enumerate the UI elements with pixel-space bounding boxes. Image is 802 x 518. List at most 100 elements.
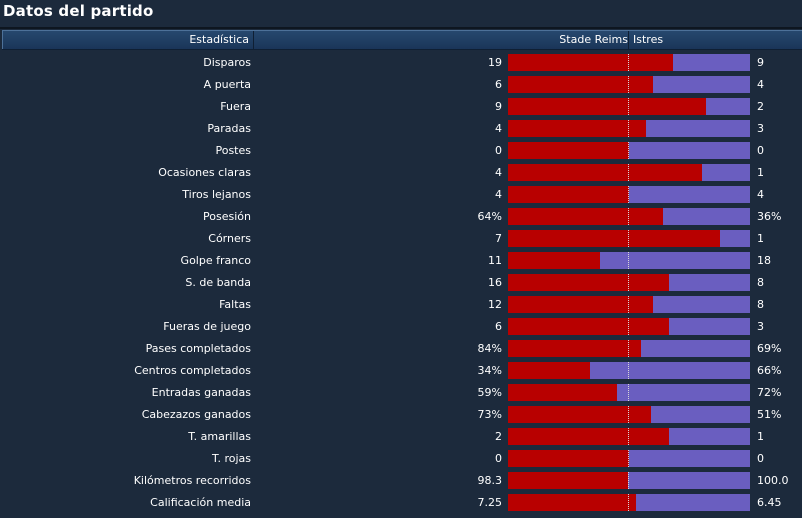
- away-team-header[interactable]: Istres: [633, 33, 664, 46]
- away-value: 6.45: [757, 496, 782, 509]
- stat-label: Faltas: [219, 298, 251, 311]
- home-share-fill: [508, 450, 629, 467]
- away-value: 8: [757, 298, 764, 311]
- bar-midline: [628, 362, 629, 379]
- bar-midline: [628, 230, 629, 247]
- comparison-bar: [508, 362, 750, 379]
- bar-midline: [628, 494, 629, 511]
- stat-row: Kilómetros recorridos 98.3 100.0: [0, 470, 802, 492]
- stat-row: Fueras de juego 6 3: [0, 316, 802, 338]
- stat-row: T. rojas 0 0: [0, 448, 802, 470]
- comparison-bar: [508, 494, 750, 511]
- away-value: 1: [757, 430, 764, 443]
- bar-midline: [628, 340, 629, 357]
- away-value: 0: [757, 144, 764, 157]
- home-value: 4: [495, 188, 502, 201]
- home-share-fill: [508, 120, 646, 137]
- stat-label: Disparos: [203, 56, 251, 69]
- stat-label: A puerta: [203, 78, 251, 91]
- stat-label: Fuera: [220, 100, 251, 113]
- home-value: 7: [495, 232, 502, 245]
- stat-label: Entradas ganadas: [151, 386, 251, 399]
- away-value: 100.0: [757, 474, 789, 487]
- home-share-fill: [508, 76, 654, 93]
- away-value: 51%: [757, 408, 782, 421]
- home-share-fill: [508, 230, 720, 247]
- stat-row: Cabezazos ganados 73% 51%: [0, 404, 802, 426]
- away-value: 18: [757, 254, 771, 267]
- bar-midline: [628, 76, 629, 93]
- home-share-fill: [508, 384, 617, 401]
- bar-midline: [628, 54, 629, 71]
- home-team-header[interactable]: Stade Reims: [559, 33, 628, 46]
- comparison-bar: [508, 142, 750, 159]
- comparison-bar: [508, 98, 750, 115]
- stat-label: Fueras de juego: [163, 320, 251, 333]
- away-value: 2: [757, 100, 764, 113]
- title-divider: [0, 27, 802, 29]
- stat-label: Golpe franco: [180, 254, 251, 267]
- stat-row: Fuera 9 2: [0, 96, 802, 118]
- bar-midline: [628, 252, 629, 269]
- home-share-fill: [508, 164, 702, 181]
- bar-midline: [628, 472, 629, 489]
- home-value: 2: [495, 430, 502, 443]
- comparison-bar: [508, 450, 750, 467]
- away-value: 1: [757, 232, 764, 245]
- stat-label: Posesión: [203, 210, 251, 223]
- comparison-bar: [508, 54, 750, 71]
- stat-column-header[interactable]: Estadística: [2, 31, 254, 49]
- comparison-bar: [508, 230, 750, 247]
- bar-midline: [628, 164, 629, 181]
- home-share-fill: [508, 494, 637, 511]
- comparison-bar: [508, 340, 750, 357]
- home-value: 19: [488, 56, 502, 69]
- comparison-bar: [508, 428, 750, 445]
- comparison-bar: [508, 296, 750, 313]
- home-share-fill: [508, 186, 629, 203]
- home-share-fill: [508, 252, 600, 269]
- home-share-fill: [508, 362, 591, 379]
- home-value: 12: [488, 298, 502, 311]
- home-value: 0: [495, 144, 502, 157]
- home-value: 34%: [477, 364, 502, 377]
- home-value: 84%: [477, 342, 502, 355]
- comparison-bar: [508, 76, 750, 93]
- header-separator: [628, 31, 629, 49]
- home-share-fill: [508, 406, 651, 423]
- stat-label: Paradas: [207, 122, 251, 135]
- panel-title: Datos del partido: [3, 2, 154, 20]
- stat-row: Posesión 64% 36%: [0, 206, 802, 228]
- home-share-fill: [508, 208, 663, 225]
- stat-label: Córners: [208, 232, 251, 245]
- stat-row: Centros completados 34% 66%: [0, 360, 802, 382]
- stat-label: Tiros lejanos: [182, 188, 251, 201]
- bar-midline: [628, 296, 629, 313]
- stat-label: T. rojas: [212, 452, 251, 465]
- stat-row: A puerta 6 4: [0, 74, 802, 96]
- stat-label: Cabezazos ganados: [141, 408, 251, 421]
- home-share-fill: [508, 98, 707, 115]
- stat-row: Córners 7 1: [0, 228, 802, 250]
- stat-row: Paradas 4 3: [0, 118, 802, 140]
- bar-midline: [628, 186, 629, 203]
- bar-midline: [628, 450, 629, 467]
- away-value: 3: [757, 122, 764, 135]
- home-value: 4: [495, 122, 502, 135]
- away-value: 66%: [757, 364, 782, 377]
- bar-midline: [628, 98, 629, 115]
- home-value: 16: [488, 276, 502, 289]
- stats-table-header: Estadística Stade Reims Istres: [2, 30, 802, 50]
- stat-label: Centros completados: [134, 364, 251, 377]
- comparison-bar: [508, 252, 750, 269]
- stat-row: Postes 0 0: [0, 140, 802, 162]
- home-share-fill: [508, 340, 642, 357]
- stat-row: Entradas ganadas 59% 72%: [0, 382, 802, 404]
- stat-label: Pases completados: [145, 342, 251, 355]
- home-share-fill: [508, 54, 673, 71]
- home-value: 6: [495, 78, 502, 91]
- stat-row: Golpe franco 11 18: [0, 250, 802, 272]
- stat-label: Postes: [215, 144, 251, 157]
- bar-midline: [628, 318, 629, 335]
- home-value: 9: [495, 100, 502, 113]
